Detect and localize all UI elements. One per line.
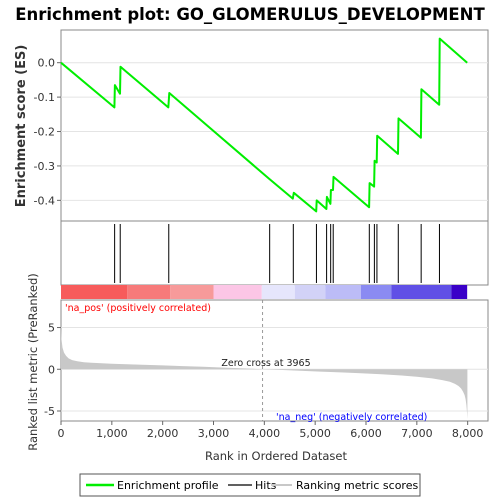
hits-panel-frame bbox=[60, 220, 489, 286]
es-y-tick-label: -0.3 bbox=[34, 160, 55, 173]
legend-label-enrichment-profile: Enrichment profile bbox=[117, 479, 219, 492]
legend-label-hits: Hits bbox=[255, 479, 277, 492]
color-bar-segment bbox=[261, 285, 295, 299]
es-y-axis-label: Enrichment score (ES) bbox=[14, 45, 29, 208]
x-tick-label: 4,000 bbox=[249, 427, 281, 440]
x-tick-label: 3,000 bbox=[198, 427, 230, 440]
color-bar-segment bbox=[451, 285, 468, 299]
positive-correlation-label: 'na_pos' (positively correlated) bbox=[65, 303, 211, 314]
ranking-panel-frame bbox=[60, 299, 489, 422]
es-panel: 0.0 -0.1 -0.2 -0.3 -0.4 Enrichment score (ES… bbox=[14, 29, 489, 222]
hit-lines bbox=[114, 224, 440, 283]
x-tick-label: 5,000 bbox=[299, 427, 331, 440]
legend-label-ranking-metric: Ranking metric scores bbox=[296, 479, 418, 492]
es-y-tick-label: -0.1 bbox=[34, 91, 55, 104]
color-bar-segment bbox=[325, 285, 361, 299]
es-y-tick-label: -0.4 bbox=[34, 194, 55, 207]
x-axis-ticks: 0 1,000 2,000 3,000 4,000 5,000 6,000 7,000 8,00… bbox=[58, 421, 484, 440]
x-tick-label: 0 bbox=[58, 427, 65, 440]
es-y-tick-label: -0.2 bbox=[34, 126, 55, 139]
color-bar-segment bbox=[213, 285, 262, 299]
es-y-ticks: 0.0 -0.1 -0.2 -0.3 -0.4 bbox=[34, 57, 61, 207]
enrichment-profile-line bbox=[60, 37, 468, 213]
color-bar-segment bbox=[170, 285, 214, 299]
x-axis-label: Rank in Ordered Dataset bbox=[205, 449, 348, 463]
ranking-y-axis-label: Ranked list metric (PreRanked) bbox=[26, 273, 40, 451]
ranking-y-ticks: 5 0 -5 bbox=[44, 322, 61, 418]
ranking-metric-area bbox=[61, 325, 468, 420]
ranking-y-tick-label: 0 bbox=[48, 363, 55, 376]
es-y-tick-label: 0.0 bbox=[38, 57, 56, 70]
color-bar-segment bbox=[360, 285, 392, 299]
x-tick-label: 7,000 bbox=[401, 427, 433, 440]
ranking-y-tick-label: -5 bbox=[44, 405, 55, 418]
color-bar-segment bbox=[391, 285, 452, 299]
x-tick-label: 6,000 bbox=[350, 427, 382, 440]
ranking-metric-panel: 50-5 'na_pos' (positively correlated) Ze… bbox=[26, 273, 489, 451]
legend: Enrichment profile Hits Ranking metric s… bbox=[79, 473, 421, 497]
zero-cross-label: Zero cross at 3965 bbox=[221, 358, 310, 369]
x-tick-label: 1,000 bbox=[96, 427, 128, 440]
color-bar-segment bbox=[61, 285, 128, 299]
es-gridlines bbox=[61, 62, 488, 201]
x-tick-label: 2,000 bbox=[147, 427, 179, 440]
hits-panel bbox=[60, 220, 489, 286]
x-tick-label: 8,000 bbox=[452, 427, 484, 440]
negative-correlation-label: 'na_neg' (negatively correlated) bbox=[276, 412, 427, 423]
es-panel-frame bbox=[60, 29, 489, 222]
rank-color-bar bbox=[61, 285, 468, 299]
color-bar-segment bbox=[127, 285, 171, 299]
color-bar-segment bbox=[294, 285, 326, 299]
chart-title: Enrichment plot: GO_GLOMERULUS_DEVELOPME… bbox=[15, 5, 485, 24]
ranking-y-tick-label: 5 bbox=[48, 322, 55, 335]
